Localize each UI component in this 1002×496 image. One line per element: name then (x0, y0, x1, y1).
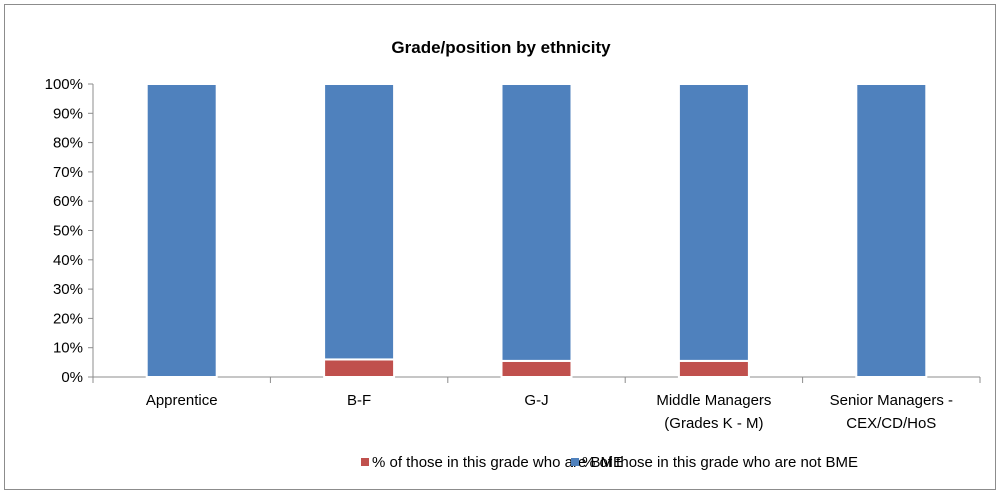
y-tick-label: 100% (45, 76, 83, 93)
y-tick-label: 30% (53, 281, 83, 298)
bar-segment-bme (500, 359, 573, 379)
bar-segment-not-bme (145, 83, 218, 378)
bar-segment-not-bme (677, 83, 750, 362)
x-tick-label: Apprentice (146, 392, 218, 409)
legend-label: % of those in this grade who are BME (372, 454, 623, 471)
y-tick-label: 60% (53, 193, 83, 210)
chart-frame: Grade/position by ethnicity 0% 10% 20% 30% 4… (4, 4, 996, 490)
legend-swatch (571, 458, 579, 466)
legend-swatch (361, 458, 369, 466)
bar-segment-not-bme (323, 83, 396, 361)
x-tick-label: Middle Managers (656, 392, 771, 409)
legend-label: % of those in this grade who are not BME (582, 454, 858, 471)
legend: % of those in this grade who are BME% of… (361, 454, 858, 471)
bar-segment-bme (677, 359, 750, 379)
bar-segment-not-bme (855, 83, 928, 378)
y-tick-label: 10% (53, 340, 83, 357)
y-tick-label: 50% (53, 223, 83, 240)
y-tick-label: 20% (53, 310, 83, 327)
y-tick-label: 80% (53, 135, 83, 152)
axes-layer: 0% 10% 20% 30% 40% 50% 60% 70% 80% 90% 100% (45, 76, 981, 386)
x-tick-label: CEX/CD/HoS (846, 415, 936, 432)
chart-title: Grade/position by ethnicity (391, 38, 611, 57)
bar-segment-not-bme (500, 83, 573, 362)
x-tick-label: (Grades K - M) (664, 415, 763, 432)
chart-svg: Grade/position by ethnicity 0% 10% 20% 30% 4… (45, 38, 981, 471)
x-tick-label: G-J (524, 392, 548, 409)
bar-segment-bme (323, 358, 396, 379)
x-tick-label: B-F (347, 392, 371, 409)
y-tick-label: 40% (53, 252, 83, 269)
x-tick-label: Senior Managers - (830, 392, 953, 409)
y-tick-label: 90% (53, 105, 83, 122)
y-tick-label: 0% (61, 369, 83, 386)
bars-layer (145, 83, 928, 379)
y-tick-label: 70% (53, 164, 83, 181)
x-tick-labels: Apprentice B-F G-J Middle Managers (Grades K… (146, 392, 953, 432)
